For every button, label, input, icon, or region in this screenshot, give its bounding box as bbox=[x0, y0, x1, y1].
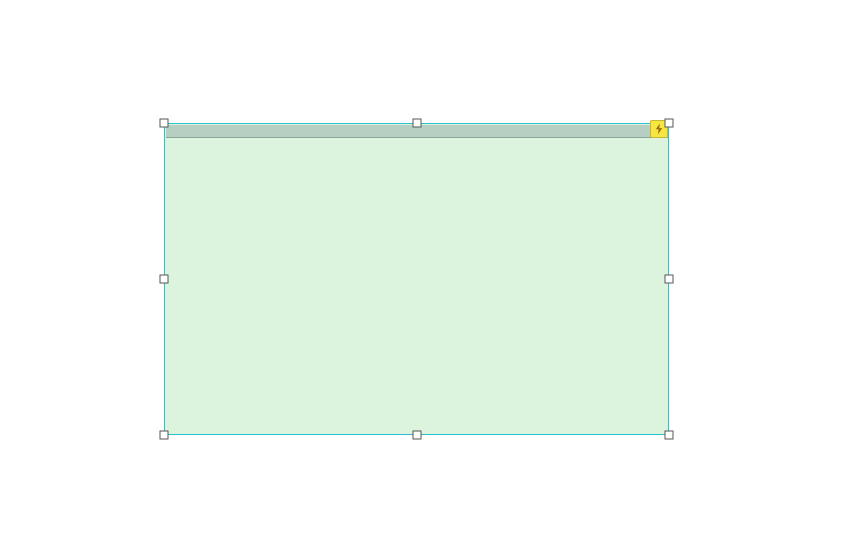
lightning-icon bbox=[653, 123, 665, 135]
resize-handle-sw[interactable] bbox=[160, 431, 169, 440]
resize-handle-ne[interactable] bbox=[665, 119, 674, 128]
resize-handle-w[interactable] bbox=[160, 275, 169, 284]
design-canvas[interactable] bbox=[0, 0, 860, 536]
resize-handle-e[interactable] bbox=[665, 275, 674, 284]
frame-fill bbox=[164, 123, 669, 435]
resize-handle-nw[interactable] bbox=[160, 119, 169, 128]
selected-frame[interactable] bbox=[164, 123, 669, 435]
resize-handle-n[interactable] bbox=[412, 119, 421, 128]
resize-handle-s[interactable] bbox=[412, 431, 421, 440]
resize-handle-se[interactable] bbox=[665, 431, 674, 440]
